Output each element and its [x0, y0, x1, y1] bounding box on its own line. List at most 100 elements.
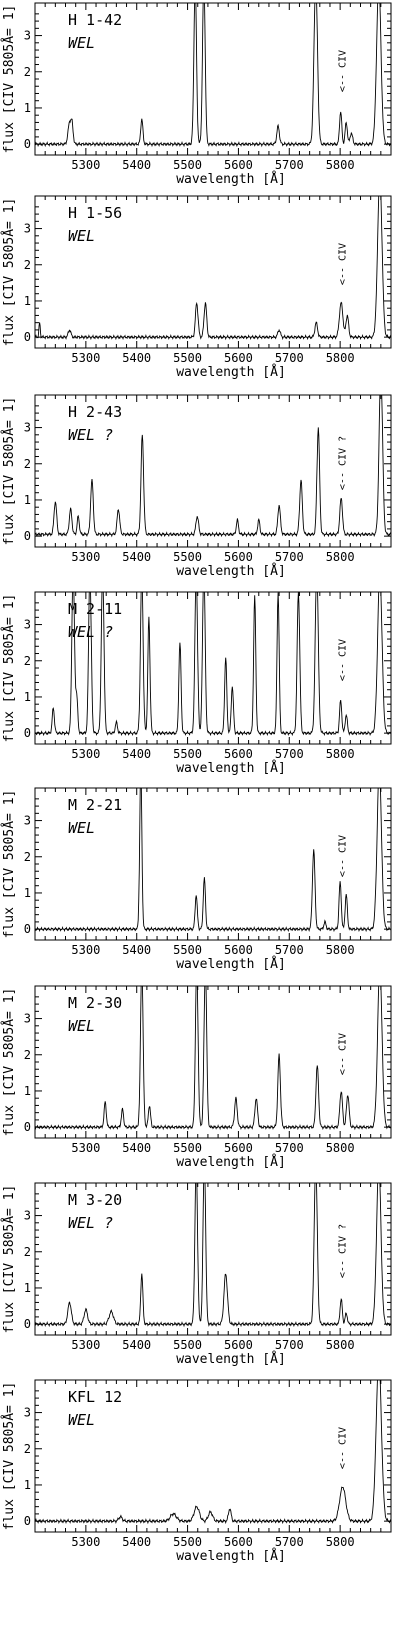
y-tick-label: 2 — [24, 65, 31, 79]
y-tick-label: 2 — [24, 654, 31, 668]
civ-annotation: <-- CIV — [338, 835, 349, 877]
x-tick-label: 5400 — [122, 158, 151, 172]
spectrum-panel: 5300 5400 5500 5600 5700 5800 0 1 2 3 flux [CIV 58… — [1, 394, 392, 579]
x-tick-label: 5600 — [224, 550, 253, 564]
y-tick-label: 2 — [24, 1245, 31, 1259]
x-tick-label: 5600 — [224, 1338, 253, 1352]
object-name: M 2-21 — [68, 796, 122, 814]
y-tick-label: 2 — [24, 1442, 31, 1456]
y-tick-label: 1 — [24, 1478, 31, 1492]
x-tick-label: 5300 — [71, 1141, 100, 1155]
y-tick-label: 0 — [24, 726, 31, 740]
classification-label: WEL ? — [68, 1214, 113, 1232]
spectrum-panel: 5300 5400 5500 5600 5700 5800 0 1 2 3 flux [CIV 58… — [1, 787, 392, 972]
x-tick-label: 5600 — [224, 1141, 253, 1155]
x-tick-label: 5500 — [173, 1535, 202, 1549]
x-tick-label: 5800 — [326, 943, 355, 957]
x-tick-label: 5700 — [275, 158, 304, 172]
x-tick-label: 5300 — [71, 1338, 100, 1352]
y-tick-label: 0 — [24, 1120, 31, 1134]
x-tick-label: 5300 — [71, 550, 100, 564]
y-tick-label: 3 — [24, 1012, 31, 1026]
spectrum-line — [35, 592, 391, 737]
y-tick-label: 2 — [24, 1048, 31, 1062]
y-tick-label: 2 — [24, 457, 31, 471]
spectrum-line — [35, 1380, 391, 1525]
x-axis-label: wavelength [Å] — [176, 171, 286, 187]
y-axis-label: flux [CIV 5805Å= 1] — [1, 1185, 17, 1334]
spectrum-panel: 5300 5400 5500 5600 5700 5800 0 1 2 3 flux [CIV 58… — [1, 591, 392, 776]
y-tick-label: 3 — [24, 421, 31, 435]
y-tick-label: 3 — [24, 1209, 31, 1223]
x-tick-label: 5500 — [173, 943, 202, 957]
x-tick-label: 5500 — [173, 550, 202, 564]
object-name: H 1-56 — [68, 204, 122, 222]
x-tick-label: 5500 — [173, 1338, 202, 1352]
x-tick-label: 5300 — [71, 351, 100, 365]
classification-label: WEL — [68, 34, 95, 52]
y-tick-label: 1 — [24, 294, 31, 308]
spectrum-panel: 5300 5400 5500 5600 5700 5800 0 1 2 3 flux [CIV 58… — [1, 195, 392, 380]
object-name: H 2-43 — [68, 403, 122, 421]
x-tick-label: 5700 — [275, 1141, 304, 1155]
classification-label: WEL — [68, 1411, 95, 1429]
civ-annotation: <-- CIV ? — [338, 1224, 349, 1278]
y-tick-label: 0 — [24, 529, 31, 543]
civ-annotation: <-- CIV — [338, 1033, 349, 1075]
x-axis-label: wavelength [Å] — [176, 1154, 286, 1170]
x-tick-label: 5600 — [224, 351, 253, 365]
classification-label: WEL — [68, 1017, 95, 1035]
y-tick-label: 1 — [24, 493, 31, 507]
spectrum-line — [35, 788, 391, 933]
x-tick-label: 5400 — [122, 943, 151, 957]
y-tick-label: 0 — [24, 1514, 31, 1528]
x-tick-label: 5800 — [326, 1338, 355, 1352]
x-axis-label: wavelength [Å] — [176, 760, 286, 776]
y-tick-label: 3 — [24, 29, 31, 43]
spectrum-line — [35, 3, 391, 148]
y-tick-label: 1 — [24, 1084, 31, 1098]
spectrum-line — [35, 986, 391, 1131]
y-tick-label: 1 — [24, 690, 31, 704]
civ-annotation: <-- CIV — [338, 1427, 349, 1469]
y-axis-label: flux [CIV 5805Å= 1] — [1, 790, 17, 939]
y-axis-label: flux [CIV 5805Å= 1] — [1, 397, 17, 546]
spectrum-panel: 5300 5400 5500 5600 5700 5800 0 1 2 3 flux [CIV 58… — [1, 1182, 392, 1367]
x-tick-label: 5800 — [326, 1535, 355, 1549]
x-tick-label: 5800 — [326, 158, 355, 172]
x-tick-label: 5300 — [71, 943, 100, 957]
x-tick-label: 5600 — [224, 747, 253, 761]
x-tick-label: 5400 — [122, 351, 151, 365]
object-name: M 2-30 — [68, 994, 122, 1012]
object-name: M 3-20 — [68, 1191, 122, 1209]
object-name: KFL 12 — [68, 1388, 122, 1406]
y-tick-label: 3 — [24, 1406, 31, 1420]
y-tick-label: 1 — [24, 886, 31, 900]
civ-annotation: <-- CIV — [338, 50, 349, 92]
x-tick-label: 5300 — [71, 1535, 100, 1549]
civ-annotation: <-- CIV — [338, 243, 349, 285]
y-tick-label: 3 — [24, 222, 31, 236]
y-tick-label: 2 — [24, 850, 31, 864]
x-tick-label: 5600 — [224, 1535, 253, 1549]
y-axis-label: flux [CIV 5805Å= 1] — [1, 1382, 17, 1531]
object-name: M 2-11 — [68, 600, 122, 618]
x-tick-label: 5700 — [275, 550, 304, 564]
classification-label: WEL ? — [68, 426, 113, 444]
x-tick-label: 5700 — [275, 943, 304, 957]
civ-annotation: <-- CIV ? — [338, 436, 349, 490]
spectrum-line — [35, 1183, 391, 1328]
x-tick-label: 5800 — [326, 550, 355, 564]
x-tick-label: 5300 — [71, 747, 100, 761]
classification-label: WEL ? — [68, 623, 113, 641]
x-axis-label: wavelength [Å] — [176, 1351, 286, 1367]
y-axis-label: flux [CIV 5805Å= 1] — [1, 5, 17, 154]
y-tick-label: 0 — [24, 922, 31, 936]
x-axis-label: wavelength [Å] — [176, 364, 286, 380]
y-tick-label: 0 — [24, 137, 31, 151]
x-tick-label: 5800 — [326, 1141, 355, 1155]
object-name: H 1-42 — [68, 11, 122, 29]
x-axis-label: wavelength [Å] — [176, 563, 286, 579]
y-tick-label: 2 — [24, 258, 31, 272]
